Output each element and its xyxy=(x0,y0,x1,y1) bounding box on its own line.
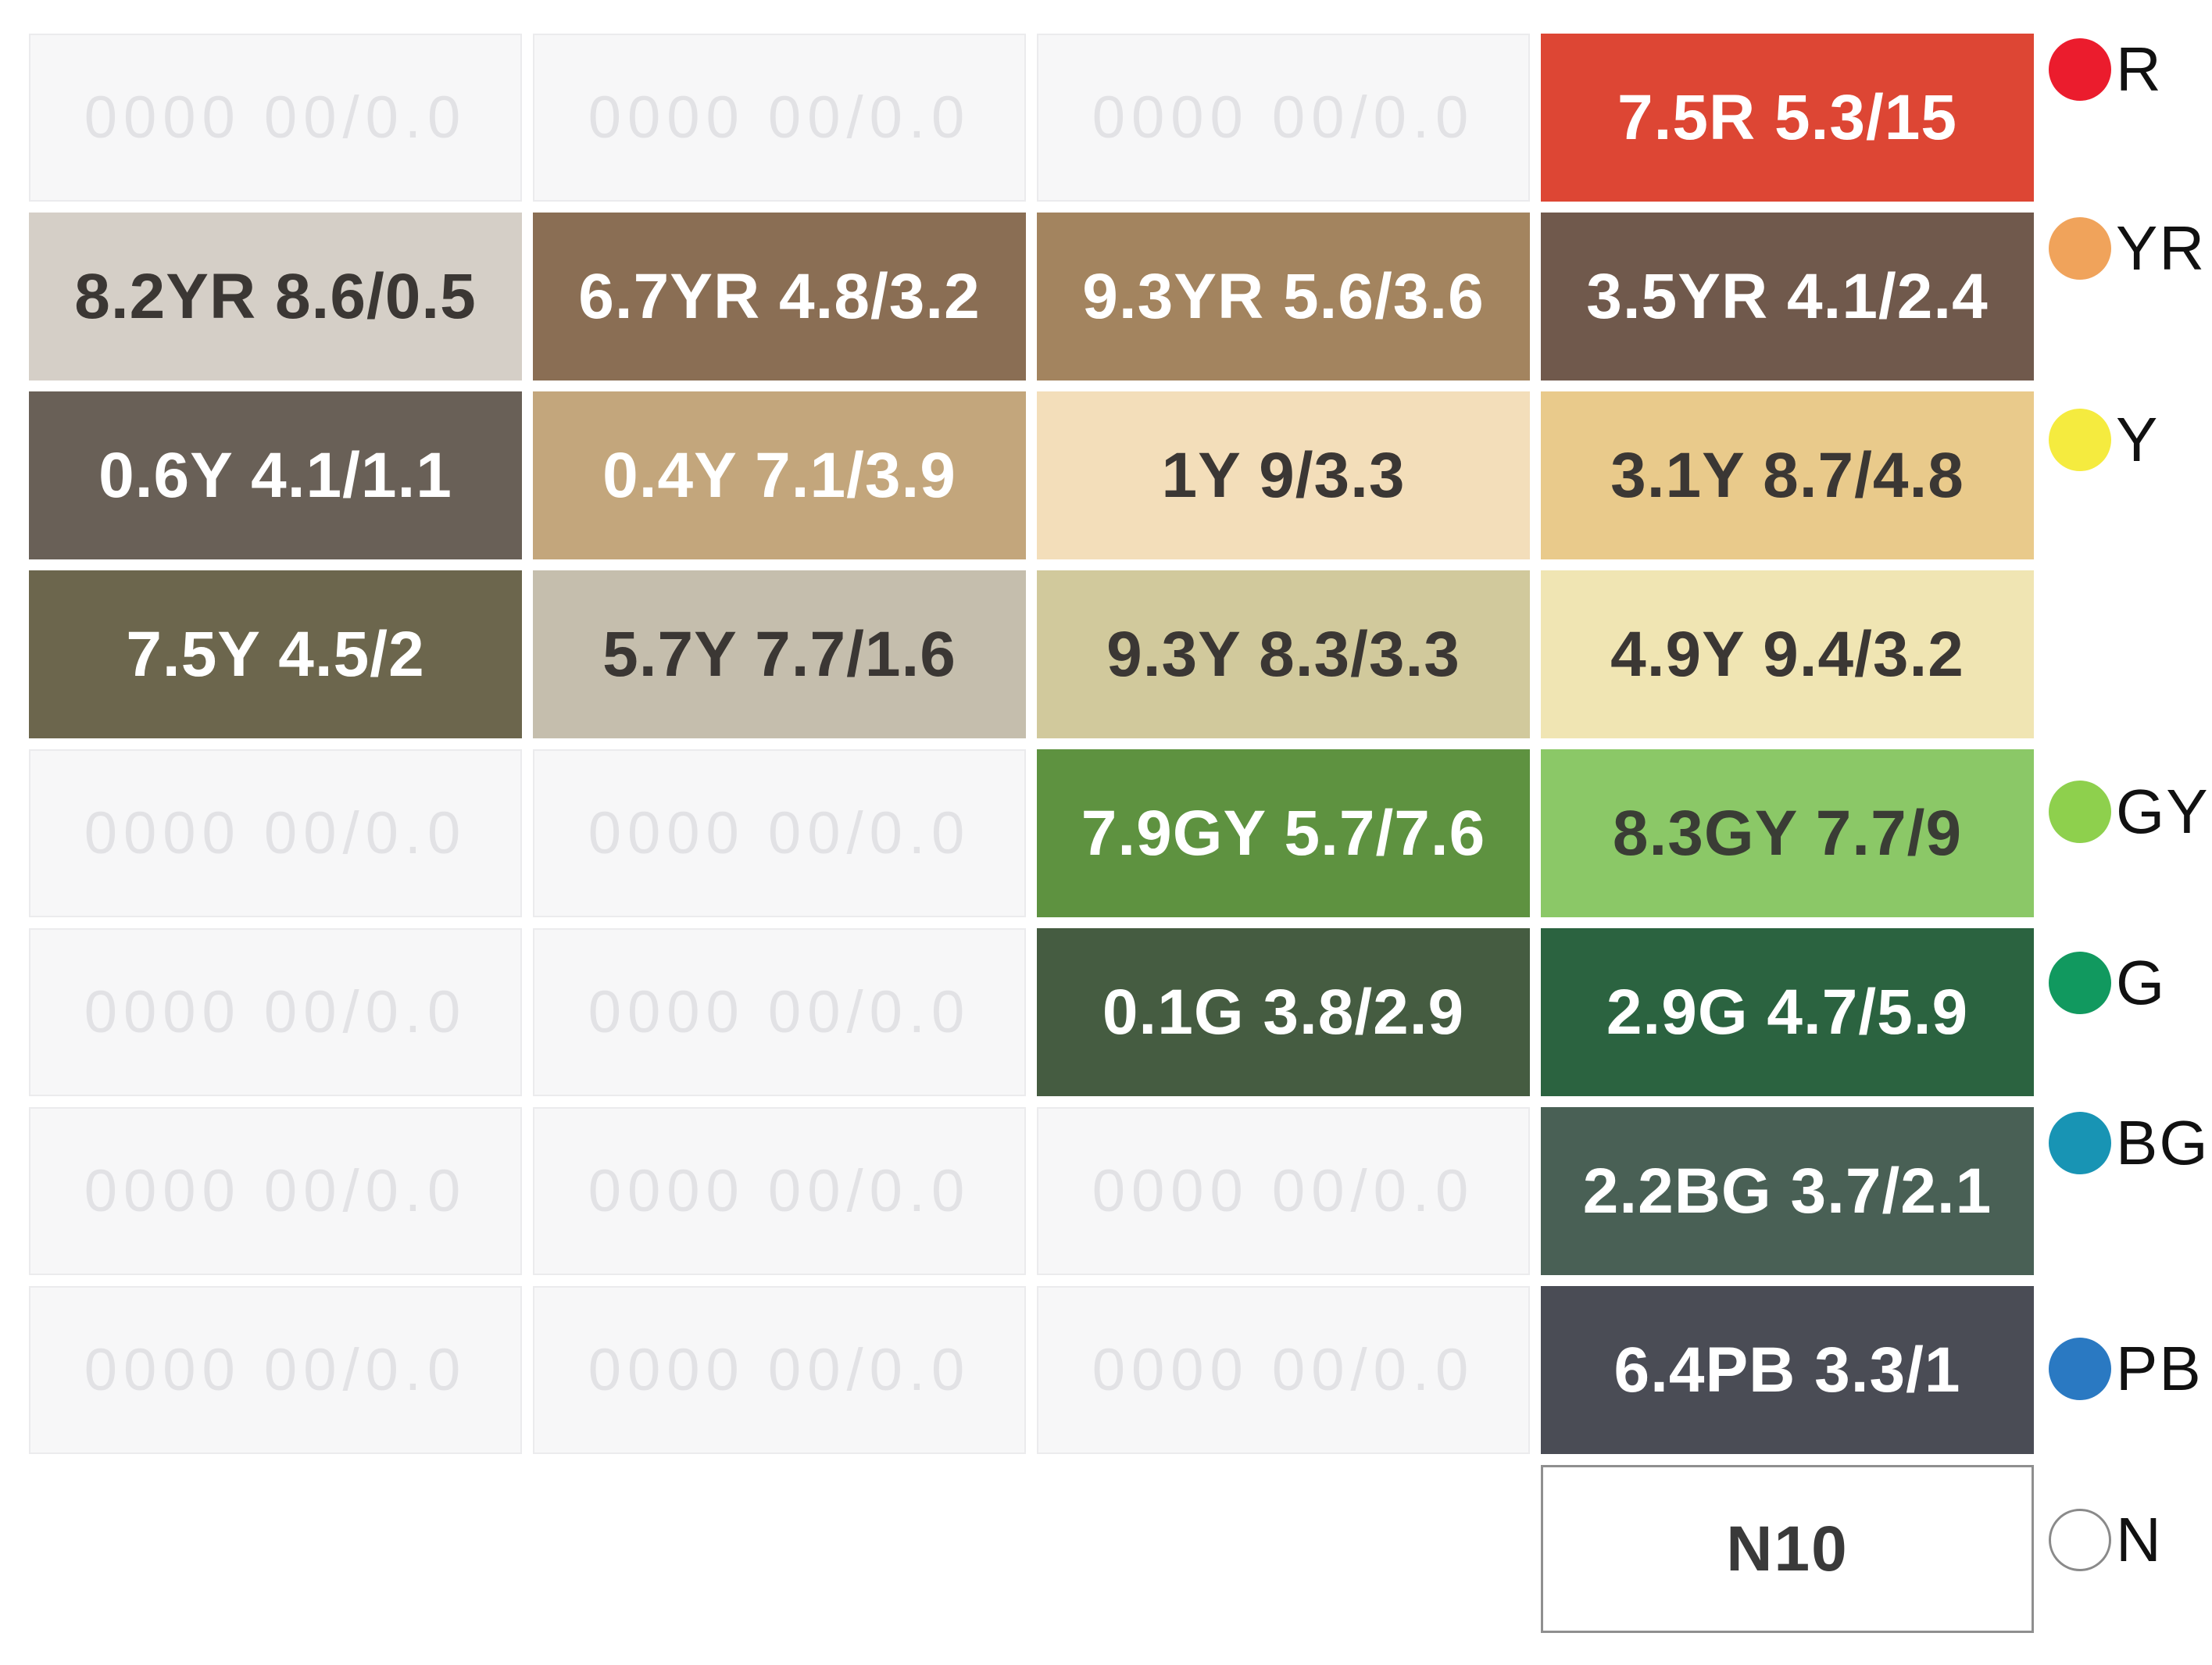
legend-label-g: G xyxy=(2116,948,2167,1017)
bg-hue-dot-icon xyxy=(2049,1112,2111,1174)
placeholder-swatch: 0000 00/0.0 xyxy=(29,1107,522,1275)
swatch-2-9g: 2.9G 4.7/5.9 xyxy=(1541,928,2034,1096)
swatch-0-1g: 0.1G 3.8/2.9 xyxy=(1037,928,1530,1096)
gy-hue-dot-icon xyxy=(2049,781,2111,843)
placeholder-swatch: 0000 00/0.0 xyxy=(533,1286,1026,1454)
placeholder-swatch: 0000 00/0.0 xyxy=(29,749,522,917)
swatch-6-4pb: 6.4PB 3.3/1 xyxy=(1541,1286,2034,1454)
swatch-5-7y: 5.7Y 7.7/1.6 xyxy=(533,570,1026,738)
placeholder-swatch: 0000 00/0.0 xyxy=(533,34,1026,202)
swatch-3-5yr: 3.5YR 4.1/2.4 xyxy=(1541,213,2034,381)
legend-item-n: N xyxy=(2049,1504,2212,1576)
legend-label-gy: GY xyxy=(2116,777,2210,846)
swatch-8-2yr: 8.2YR 8.6/0.5 xyxy=(29,213,522,381)
legend-item-bg: BG xyxy=(2049,1107,2212,1179)
swatch-3-1y: 3.1Y 8.7/4.8 xyxy=(1541,391,2034,559)
legend-item-r: R xyxy=(2049,34,2212,105)
placeholder-swatch: 0000 00/0.0 xyxy=(29,1286,522,1454)
y-hue-dot-icon xyxy=(2049,409,2111,471)
g-hue-dot-icon xyxy=(2049,952,2111,1014)
hue-legend: R YR Y GY G BG PB N xyxy=(2049,34,2212,1633)
swatch-0-6y: 0.6Y 4.1/1.1 xyxy=(29,391,522,559)
swatch-n10: N10 xyxy=(1541,1465,2034,1633)
placeholder-swatch: 0000 00/0.0 xyxy=(533,928,1026,1096)
placeholder-swatch: 0000 00/0.0 xyxy=(1037,34,1530,202)
swatch-0-4y: 0.4Y 7.1/3.9 xyxy=(533,391,1026,559)
legend-item-g: G xyxy=(2049,947,2212,1019)
legend-item-gy: GY xyxy=(2049,776,2212,848)
legend-label-r: R xyxy=(2116,34,2163,104)
legend-label-bg: BG xyxy=(2116,1108,2210,1177)
swatch-grid: 0000 00/0.0 0000 00/0.0 0000 00/0.0 7.5R… xyxy=(29,34,2034,1633)
legend-label-pb: PB xyxy=(2116,1334,2203,1403)
placeholder-swatch: 0000 00/0.0 xyxy=(29,34,522,202)
swatch-1y: 1Y 9/3.3 xyxy=(1037,391,1530,559)
swatch-7-9gy: 7.9GY 5.7/7.6 xyxy=(1037,749,1530,917)
legend-label-y: Y xyxy=(2116,405,2160,474)
swatch-6-7yr: 6.7YR 4.8/3.2 xyxy=(533,213,1026,381)
yr-hue-dot-icon xyxy=(2049,217,2111,280)
placeholder-swatch: 0000 00/0.0 xyxy=(29,928,522,1096)
swatch-4-9y: 4.9Y 9.4/3.2 xyxy=(1541,570,2034,738)
n-hue-dot-icon xyxy=(2049,1509,2111,1571)
legend-label-n: N xyxy=(2116,1505,2163,1574)
swatch-8-3gy: 8.3GY 7.7/9 xyxy=(1541,749,2034,917)
legend-item-pb: PB xyxy=(2049,1333,2212,1405)
pb-hue-dot-icon xyxy=(2049,1338,2111,1400)
swatch-9-3yr: 9.3YR 5.6/3.6 xyxy=(1037,213,1530,381)
legend-item-yr: YR xyxy=(2049,213,2212,284)
swatch-9-3y: 9.3Y 8.3/3.3 xyxy=(1037,570,1530,738)
swatch-7-5y: 7.5Y 4.5/2 xyxy=(29,570,522,738)
placeholder-swatch: 0000 00/0.0 xyxy=(1037,1107,1530,1275)
legend-label-yr: YR xyxy=(2116,213,2207,283)
placeholder-swatch: 0000 00/0.0 xyxy=(533,1107,1026,1275)
placeholder-swatch: 0000 00/0.0 xyxy=(533,749,1026,917)
swatch-7-5r: 7.5R 5.3/15 xyxy=(1541,34,2034,202)
swatch-2-2bg: 2.2BG 3.7/2.1 xyxy=(1541,1107,2034,1275)
r-hue-dot-icon xyxy=(2049,38,2111,101)
legend-item-y: Y xyxy=(2049,404,2212,476)
placeholder-swatch: 0000 00/0.0 xyxy=(1037,1286,1530,1454)
